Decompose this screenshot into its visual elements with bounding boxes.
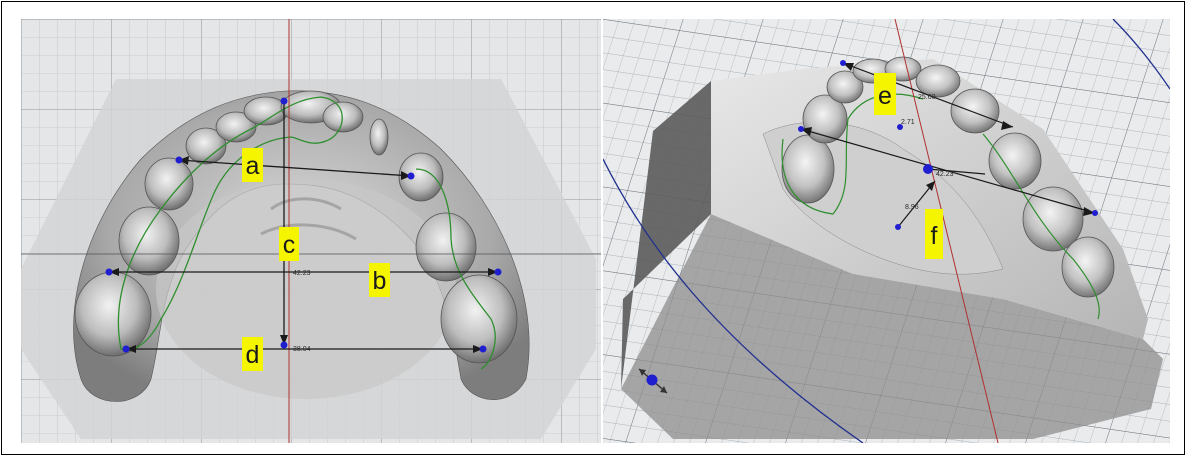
view-orientation-gizmo[interactable] [638,368,668,394]
svg-text:f: f [931,222,938,250]
teeth [781,56,1115,298]
measurement-value: 42.23 [936,171,954,178]
landmark-points [798,60,1098,230]
arrowheads [109,156,498,353]
measurement-lines [109,101,498,350]
occlusal-view-panel: 42.23 38.04 a b c d [21,19,601,443]
svg-text:b: b [373,267,387,295]
label-b: b [369,263,390,297]
perspective-view: 25.60 2.71 8.96 42.23 e f [603,19,1170,443]
reference-arc [603,158,864,443]
perspective-view-panel: 25.60 2.71 8.96 42.23 e f [603,19,1170,443]
measurement-value: 8.96 [905,204,919,211]
svg-text:c: c [283,231,296,259]
palatal-rugae [260,197,357,241]
svg-text:d: d [246,341,260,369]
label-f: f [925,209,943,259]
label-a: a [242,148,263,182]
label-e: e [874,73,896,115]
palate [156,179,456,399]
svg-text:a: a [246,152,260,180]
measurement-value: 25.60 [918,94,936,101]
gingival-outline [117,96,496,370]
teeth [74,90,518,364]
measurement-lines [800,62,1096,228]
model-base-front [621,214,1163,439]
svg-text:e: e [878,82,892,110]
measurement-value: 2.71 [901,119,915,126]
label-c: c [279,227,299,261]
reference-arc [1112,19,1170,90]
occlusal-view: 42.23 38.04 a b c d [21,19,601,443]
measurement-value: 38.04 [293,346,311,353]
label-d: d [242,337,263,371]
measurement-value: 42.23 [293,270,311,277]
model-base-side [621,81,711,389]
